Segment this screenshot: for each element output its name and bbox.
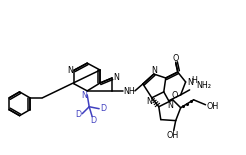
Text: H: H (192, 76, 198, 85)
Text: N: N (151, 66, 157, 75)
Text: N: N (188, 78, 194, 87)
Text: N: N (167, 101, 173, 110)
Text: NH: NH (123, 87, 135, 96)
Text: NH₂: NH₂ (197, 81, 212, 90)
Text: OH: OH (206, 102, 219, 111)
Text: OH: OH (167, 131, 179, 140)
Text: D: D (100, 104, 106, 113)
Text: N: N (81, 91, 87, 100)
Text: O: O (172, 54, 179, 63)
Text: O: O (171, 91, 178, 100)
Text: N: N (146, 97, 152, 106)
Text: D: D (90, 116, 96, 125)
Text: N: N (113, 73, 119, 82)
Text: N: N (67, 66, 73, 75)
Text: D: D (75, 110, 81, 119)
